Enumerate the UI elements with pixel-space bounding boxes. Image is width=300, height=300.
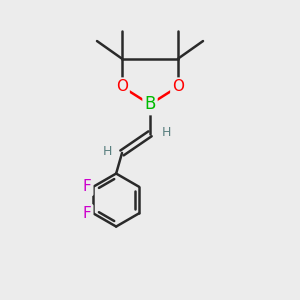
Text: F: F: [83, 179, 92, 194]
Text: H: H: [161, 126, 171, 139]
Text: O: O: [116, 79, 128, 94]
Text: H: H: [103, 145, 112, 158]
Text: B: B: [144, 95, 156, 113]
Text: O: O: [172, 79, 184, 94]
Text: F: F: [83, 206, 92, 221]
